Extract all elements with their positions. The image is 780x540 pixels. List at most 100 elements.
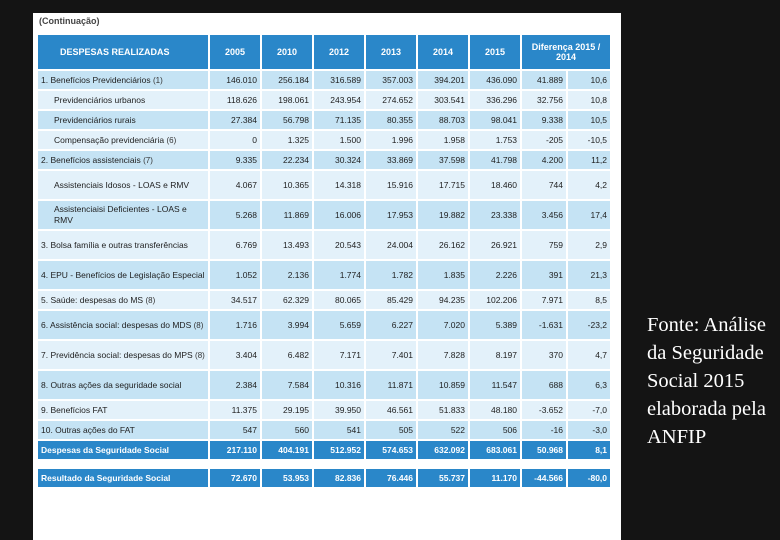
row-label-text: 4. EPU - Benefícios de Legislação Especi… <box>41 269 205 280</box>
header-despesas: DESPESAS REALIZADAS <box>38 35 208 69</box>
table-cell: 55.737 <box>418 469 468 487</box>
table-cell: 2.384 <box>210 371 260 399</box>
table-cell: 14.318 <box>314 171 364 199</box>
expenses-table: DESPESAS REALIZADAS 2005 2010 2012 2013 … <box>36 33 612 489</box>
table-cell: 39.950 <box>314 401 364 419</box>
table-cell: 5.268 <box>210 201 260 229</box>
table-row: 1. Benefícios Previdenciários (1) 146.010… <box>38 71 611 89</box>
table-cell: 0 <box>210 131 260 149</box>
table-row: Previdenciários rurais 27.384 56.798 71.135… <box>38 111 611 129</box>
table-cell: 1.958 <box>418 131 468 149</box>
table-cell: 5.659 <box>314 311 364 339</box>
table-cell: 22.234 <box>262 151 312 169</box>
table-row: 4. EPU - Benefícios de Legislação Especi… <box>38 261 611 289</box>
table-row: Previdenciários urbanos 118.626 198.061 243… <box>38 91 611 109</box>
table-cell: 1.325 <box>262 131 312 149</box>
spacer-row <box>38 461 610 467</box>
table-row: 5. Saúde: despesas do MS (8) 34.517 62.329… <box>38 291 611 309</box>
header-2005: 2005 <box>210 35 260 69</box>
table-row: Compensação previdenciária (6) 0 1.325 1.50… <box>38 131 611 149</box>
table-cell: 2.226 <box>470 261 520 289</box>
row-label-text: 5. Saúde: despesas do MS <box>41 295 144 305</box>
table-cell: 102.206 <box>470 291 520 309</box>
table-cell: 11.869 <box>262 201 312 229</box>
table-cell: 505 <box>366 421 416 439</box>
result-row-label: Resultado da Seguridade Social <box>38 469 208 487</box>
table-row: Assistenciaisi Deficientes - LOAS e RMV 5… <box>38 201 611 229</box>
table-cell: -80,0 <box>568 469 611 487</box>
table-cell: 2,9 <box>568 231 611 259</box>
table-cell: -23,2 <box>568 311 611 339</box>
table-cell: 7.584 <box>262 371 312 399</box>
table-cell: 404.191 <box>262 441 312 459</box>
total-row: Despesas da Seguridade Social 217.110 404.… <box>38 441 611 459</box>
table-cell: 16.006 <box>314 201 364 229</box>
table-cell: 8,5 <box>568 291 611 309</box>
table-cell: -1.631 <box>522 311 566 339</box>
table-cell: 85.429 <box>366 291 416 309</box>
footnote-marker: (8) <box>195 350 205 360</box>
table-cell: 19.882 <box>418 201 468 229</box>
table-cell: 547 <box>210 421 260 439</box>
table-cell: 394.201 <box>418 71 468 89</box>
table-cell: -3,0 <box>568 421 611 439</box>
table-cell: 41.889 <box>522 71 566 89</box>
header-2010: 2010 <box>262 35 312 69</box>
table-cell: 303.541 <box>418 91 468 109</box>
table-cell: 759 <box>522 231 566 259</box>
table-cell: 336.296 <box>470 91 520 109</box>
table-cell: 4,7 <box>568 341 611 369</box>
row-label: Assistenciaisi Deficientes - LOAS e RMV <box>38 201 208 229</box>
table-cell: 1.774 <box>314 261 364 289</box>
row-label-text: 9. Benefícios FAT <box>41 405 108 415</box>
table-cell: 17.953 <box>366 201 416 229</box>
row-label-text: 3. Bolsa família e outras transferências <box>41 239 188 250</box>
table-cell: 11,2 <box>568 151 611 169</box>
table-cell: 5.389 <box>470 311 520 339</box>
table-cell: 2.136 <box>262 261 312 289</box>
source-caption: Fonte: Análise da Seguridade Social 2015… <box>647 314 767 448</box>
table-cell: 6,3 <box>568 371 611 399</box>
table-cell: -205 <box>522 131 566 149</box>
table-row: 3. Bolsa família e outras transferências… <box>38 231 611 259</box>
table-cell: 10,6 <box>568 71 611 89</box>
row-label: Previdenciários rurais <box>38 111 208 129</box>
table-cell: 4.200 <box>522 151 566 169</box>
table-cell: 217.110 <box>210 441 260 459</box>
table-cell: 76.446 <box>366 469 416 487</box>
table-cell: -10,5 <box>568 131 611 149</box>
table-cell: 10,5 <box>568 111 611 129</box>
table-row: 9. Benefícios FAT 11.375 29.195 39.950 46.56… <box>38 401 611 419</box>
table-cell: 80.355 <box>366 111 416 129</box>
row-label: 2. Benefícios assistenciais (7) <box>38 151 208 169</box>
table-cell: 357.003 <box>366 71 416 89</box>
table-cell: 118.626 <box>210 91 260 109</box>
table-cell: 1.052 <box>210 261 260 289</box>
table-cell: 8,1 <box>568 441 611 459</box>
row-label-text: Previdenciários urbanos <box>54 95 146 105</box>
table-cell: 9.338 <box>522 111 566 129</box>
header-2012: 2012 <box>314 35 364 69</box>
spacer-cell <box>38 461 610 467</box>
row-label-text: Assistenciais Idosos - LOAS e RMV <box>54 179 190 190</box>
footnote-marker: (7) <box>143 156 153 165</box>
table-cell: 29.195 <box>262 401 312 419</box>
header-2015: 2015 <box>470 35 520 69</box>
table-cell: 11.547 <box>470 371 520 399</box>
table-cell: 33.869 <box>366 151 416 169</box>
footnote-marker: (1) <box>153 76 163 85</box>
row-label-text: 6. Assistência social: despesas do MDS <box>41 319 192 330</box>
table-cell: 9.335 <box>210 151 260 169</box>
table-cell: 62.329 <box>262 291 312 309</box>
table-cell: 82.836 <box>314 469 364 487</box>
table-cell: 522 <box>418 421 468 439</box>
table-cell: 6.482 <box>262 341 312 369</box>
table-cell: 560 <box>262 421 312 439</box>
table-cell: 41.798 <box>470 151 520 169</box>
table-cell: 8.197 <box>470 341 520 369</box>
table-cell: 94.235 <box>418 291 468 309</box>
row-label: 5. Saúde: despesas do MS (8) <box>38 291 208 309</box>
result-row: Resultado da Seguridade Social 72.670 53.9… <box>38 469 611 487</box>
table-cell: 17.715 <box>418 171 468 199</box>
table-cell: 506 <box>470 421 520 439</box>
